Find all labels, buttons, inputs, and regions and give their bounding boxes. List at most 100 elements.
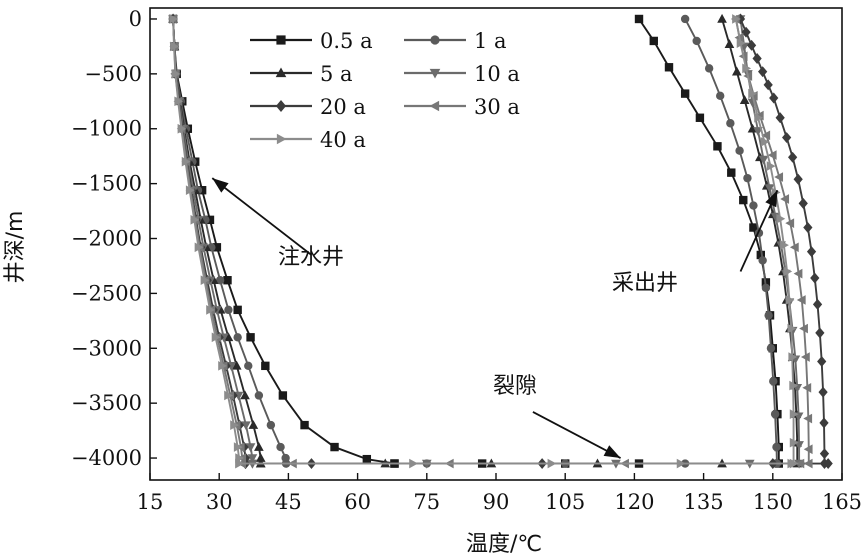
- data-point: [246, 333, 255, 342]
- data-point: [170, 41, 180, 52]
- data-point: [276, 35, 286, 45]
- legend-item: 20 a: [250, 95, 366, 119]
- data-point: [732, 14, 741, 24]
- legend-label: 5 a: [320, 62, 353, 86]
- data-point: [741, 26, 751, 38]
- data-point: [430, 35, 440, 45]
- data-point: [233, 442, 243, 452]
- data-point: [680, 14, 690, 24]
- data-point: [774, 172, 784, 182]
- data-point: [775, 112, 785, 124]
- data-point: [780, 240, 789, 250]
- series-line-injection: [172, 18, 395, 465]
- data-point: [692, 36, 701, 46]
- data-point: [815, 327, 825, 339]
- data-point: [796, 295, 806, 305]
- data-point: [764, 311, 773, 320]
- data-point: [215, 276, 225, 285]
- data-point: [788, 352, 798, 362]
- data-point: [240, 390, 250, 400]
- data-point: [634, 14, 644, 24]
- data-point: [169, 14, 179, 24]
- data-point: [817, 355, 827, 367]
- data-point: [218, 361, 228, 371]
- series-line-production: [638, 18, 780, 464]
- x-tick-label: 105: [545, 490, 585, 514]
- x-tick-label: 45: [275, 490, 302, 514]
- data-point: [761, 283, 771, 293]
- data-point: [769, 92, 779, 104]
- legend-item: 10 a: [404, 62, 520, 86]
- data-point: [212, 243, 222, 252]
- data-point: [224, 390, 234, 401]
- data-point: [798, 197, 808, 209]
- y-tick-label: 0: [129, 7, 142, 31]
- data-point: [726, 119, 735, 128]
- data-point: [819, 448, 830, 460]
- data-point: [788, 151, 798, 163]
- data-point: [819, 458, 830, 469]
- data-point: [739, 195, 748, 205]
- data-point: [767, 150, 777, 160]
- data-point: [704, 64, 714, 73]
- data-point: [749, 223, 758, 232]
- data-point: [746, 39, 757, 51]
- x-tick-label: 75: [413, 490, 440, 514]
- data-point: [181, 156, 191, 167]
- data-point: [758, 155, 769, 165]
- data-point: [770, 409, 780, 419]
- data-point: [185, 185, 195, 196]
- data-point: [748, 88, 758, 99]
- series-line-injection: [172, 18, 240, 464]
- data-point: [800, 352, 810, 362]
- data-point: [664, 63, 674, 72]
- data-point: [793, 268, 803, 279]
- data-point: [766, 344, 776, 353]
- annotation: 裂隙: [493, 374, 621, 459]
- data-point: [731, 66, 742, 76]
- legend-label: 40 a: [320, 128, 366, 152]
- data-point: [177, 123, 187, 134]
- legend-label: 30 a: [474, 95, 520, 119]
- annotation-label: 采出井: [612, 271, 678, 296]
- data-point: [789, 242, 799, 253]
- x-tick-label: 120: [614, 490, 654, 514]
- data-point: [362, 454, 372, 464]
- data-point: [171, 69, 181, 79]
- data-point: [752, 53, 762, 64]
- arrow-head: [603, 445, 621, 459]
- data-point: [174, 96, 184, 107]
- x-tick-label: 165: [822, 490, 862, 514]
- data-point: [785, 218, 795, 228]
- data-point: [785, 295, 795, 305]
- data-point: [789, 458, 799, 469]
- data-point: [758, 66, 768, 78]
- data-point: [780, 194, 790, 204]
- legend-label: 10 a: [474, 62, 520, 86]
- data-point: [245, 443, 256, 453]
- data-point: [224, 305, 233, 315]
- data-point: [802, 382, 812, 393]
- arrow-head: [212, 178, 229, 193]
- data-point: [278, 391, 288, 400]
- data-point: [763, 79, 773, 91]
- data-point: [819, 417, 829, 429]
- data-point: [724, 39, 735, 49]
- data-point: [266, 420, 276, 430]
- data-point: [772, 442, 781, 452]
- data-point: [789, 437, 799, 448]
- data-point: [235, 458, 245, 469]
- data-point: [739, 95, 750, 104]
- data-point: [806, 246, 817, 258]
- data-point: [803, 222, 813, 233]
- data-point: [429, 68, 441, 79]
- y-tick-label: −1500: [71, 172, 142, 196]
- data-point: [747, 123, 758, 133]
- annotation: 采出井: [612, 189, 779, 296]
- legend-label: 20 a: [320, 95, 366, 119]
- data-point: [241, 421, 251, 431]
- data-point: [223, 276, 232, 285]
- legend-item: 0.5 a: [250, 29, 373, 53]
